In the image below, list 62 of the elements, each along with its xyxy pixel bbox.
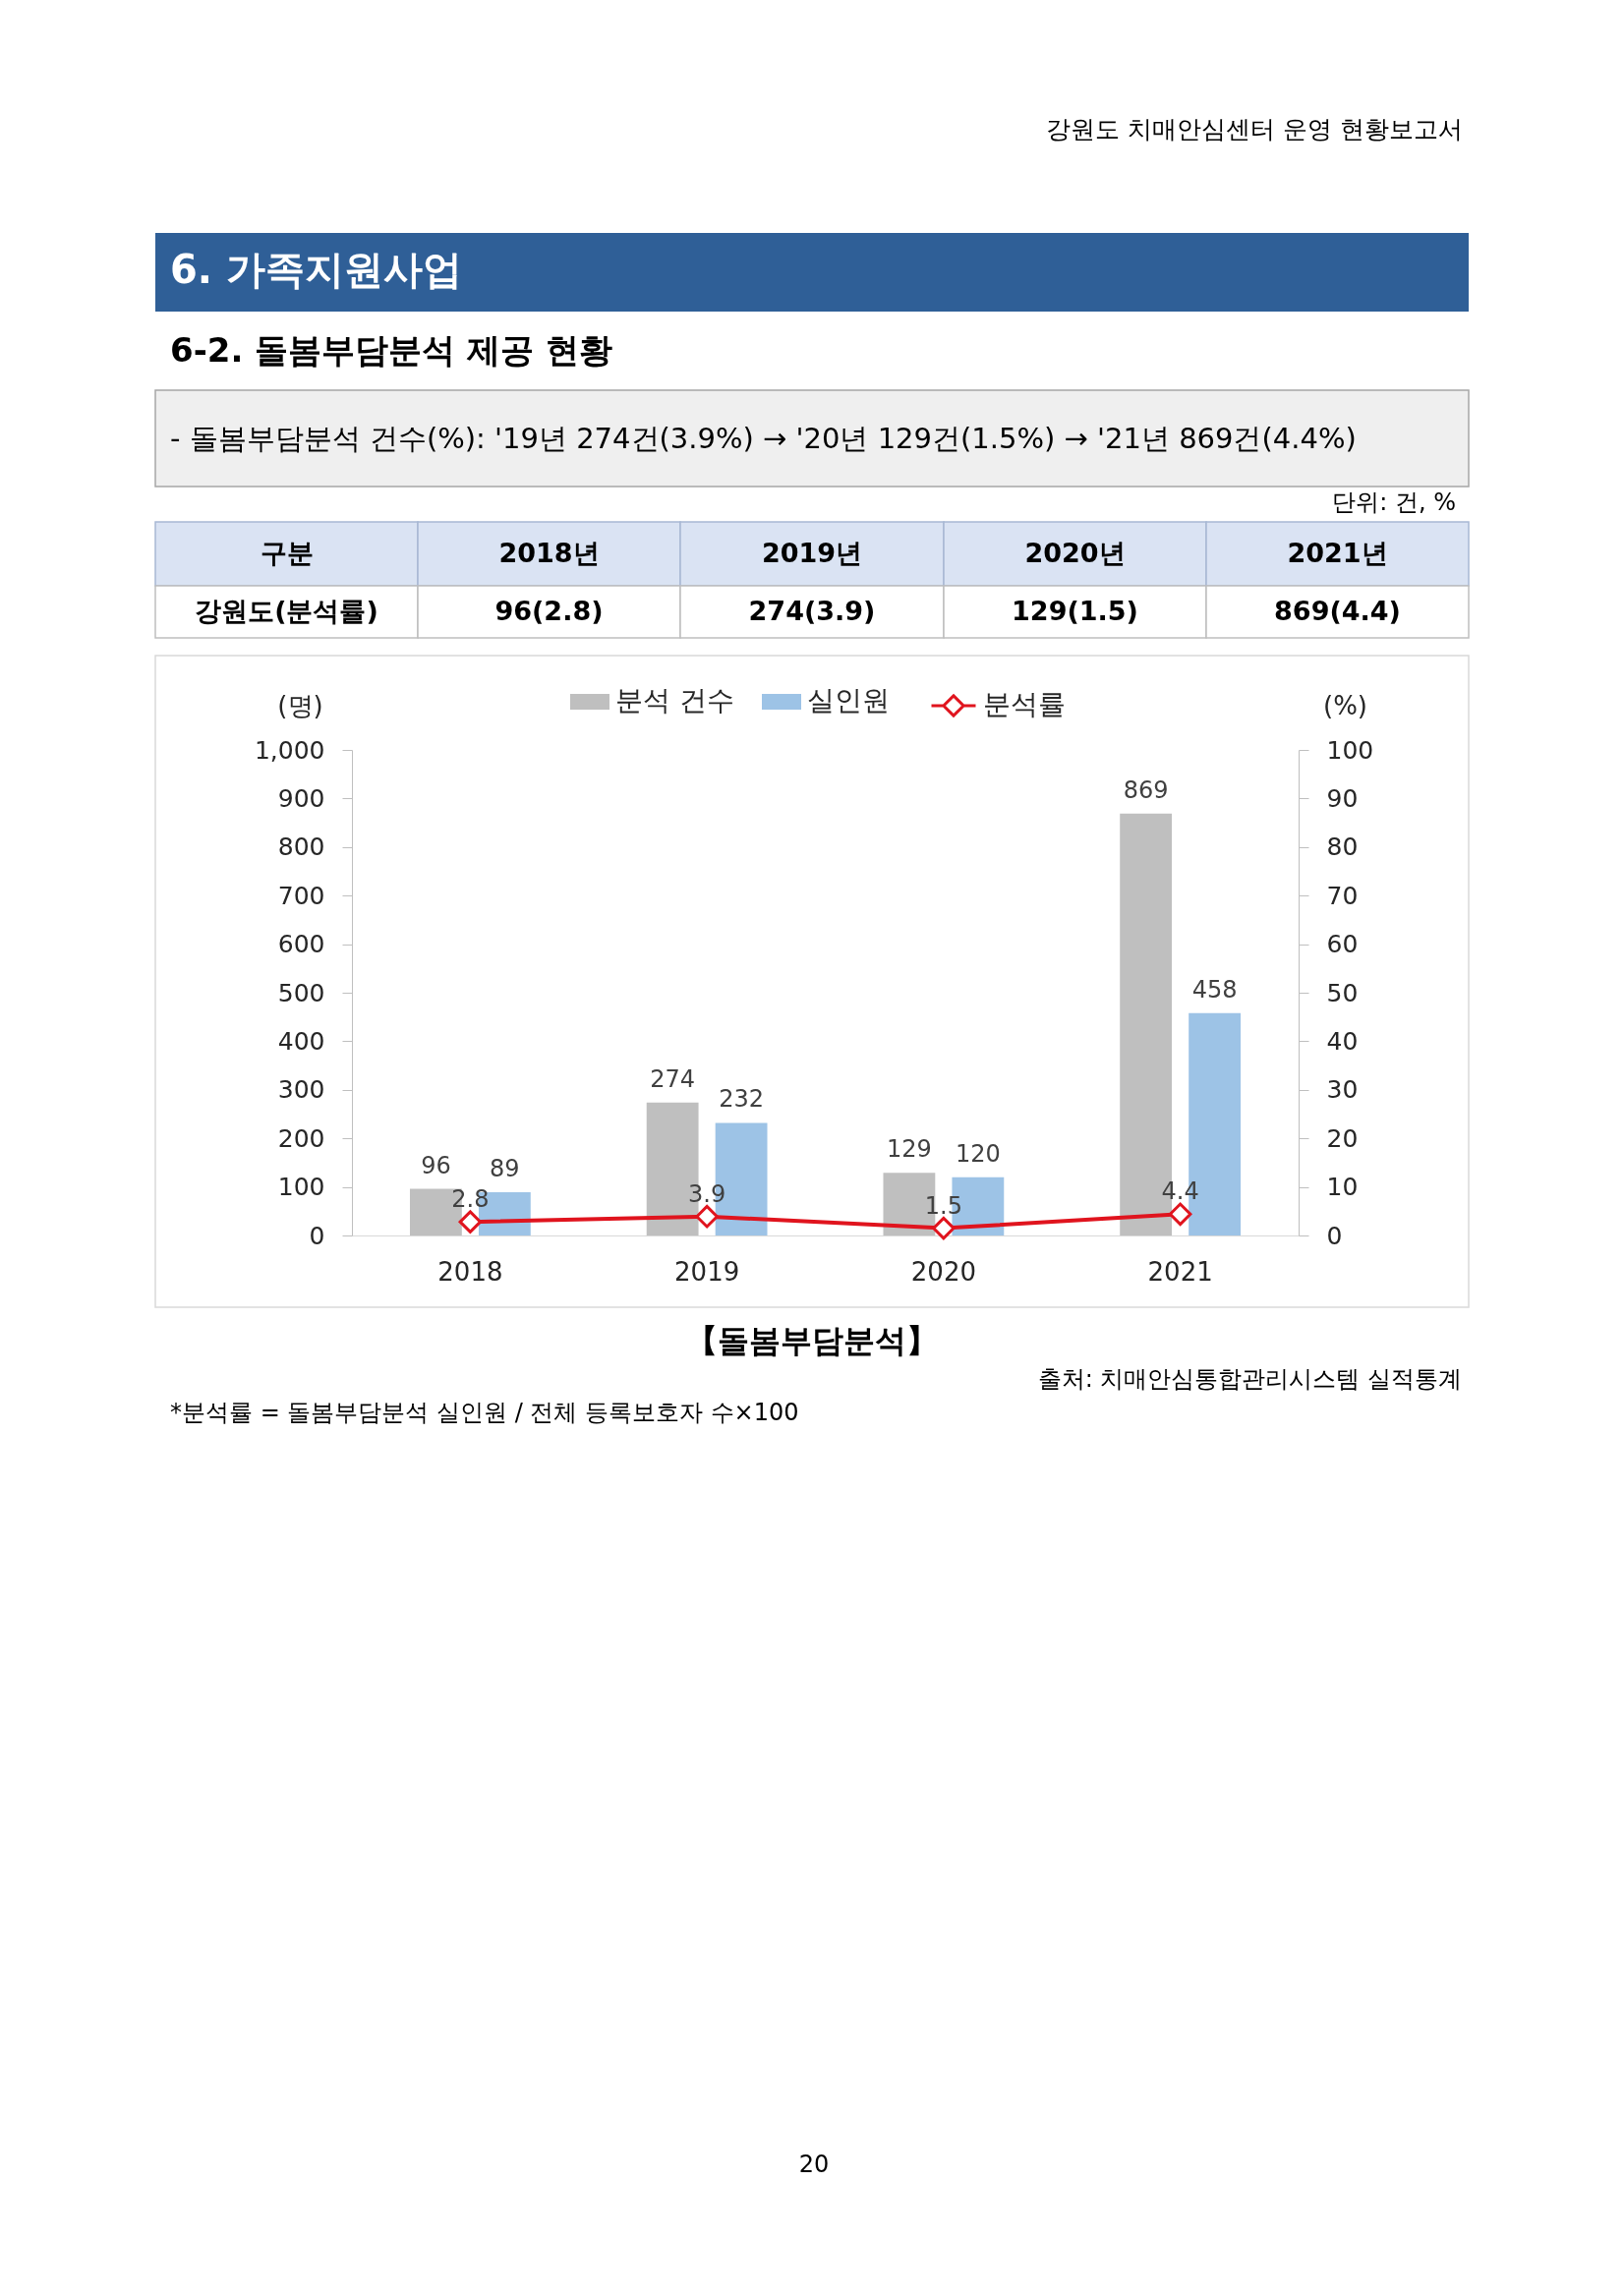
y2-tick-label: 10 — [1326, 1173, 1359, 1202]
y-tick-label: 200 — [277, 1123, 325, 1153]
data-label: 2.8 — [451, 1185, 490, 1214]
y-tick-label: 1,000 — [254, 735, 325, 765]
data-label: 232 — [719, 1085, 765, 1114]
source-note: 출처: 치매안심통합관리시스템 실적통계 — [1037, 1365, 1462, 1393]
data-label: 96 — [421, 1151, 451, 1179]
y-tick-label: 0 — [309, 1221, 325, 1250]
y-tick-label: 100 — [277, 1173, 325, 1202]
y2-tick-label: 100 — [1326, 735, 1374, 765]
text: 【돌봄부담분석】 — [686, 1322, 938, 1359]
text: 2019년 — [761, 537, 863, 568]
text: 129(1.5) — [1012, 595, 1138, 626]
text: 869(4.4) — [1274, 595, 1401, 626]
y-axis-title: (명) — [277, 690, 323, 720]
x-tick-label: 2021 — [1147, 1256, 1213, 1287]
data-label: 1.5 — [924, 1191, 962, 1220]
y2-tick-label: 90 — [1326, 783, 1359, 813]
text: 강원도 치매안심센터 운영 현황보고서 — [1046, 115, 1463, 144]
y2-tick-label: 80 — [1326, 832, 1359, 862]
legend-label: 실인원 — [807, 684, 890, 717]
legend-label: 분석 건수 — [615, 684, 734, 717]
y-tick-label: 900 — [277, 783, 325, 813]
legend-label: 분석률 — [983, 688, 1066, 720]
text: *분석률 = 돌봄부담분석 실인원 / 전체 등록보호자 수×100 — [170, 1399, 799, 1426]
x-tick-label: 2018 — [437, 1256, 503, 1287]
y2-tick-label: 60 — [1326, 930, 1359, 959]
text: - 돌봄부담분석 건수(%): '19년 274건(3.9%) → '20년 129건(1.5%) → '21년 869건(4.4%) — [170, 422, 1357, 455]
y2-axis-title: (%) — [1323, 690, 1367, 720]
y2-tick-label: 70 — [1326, 881, 1359, 910]
text: 2020년 — [1024, 537, 1126, 568]
data-label: 3.9 — [688, 1179, 726, 1208]
y2-tick-label: 40 — [1326, 1026, 1359, 1056]
data-label: 869 — [1123, 775, 1169, 804]
text: 단위: 건, % — [1332, 488, 1456, 516]
y2-tick-label: 50 — [1326, 978, 1359, 1007]
text: 강원도(분석률) — [195, 595, 378, 626]
text: 구분 — [260, 537, 314, 568]
x-tick-label: 2020 — [910, 1256, 976, 1287]
y-tick-label: 800 — [277, 832, 325, 862]
y-tick-label: 500 — [277, 978, 325, 1007]
text: 96(2.8) — [494, 595, 604, 626]
data-label: 89 — [490, 1155, 520, 1183]
text: 2018년 — [498, 537, 600, 568]
text: 6-2. 돌봄부담분석 제공 현황 — [170, 330, 612, 370]
data-label: 120 — [955, 1139, 1001, 1168]
data-label: 4.4 — [1161, 1177, 1199, 1206]
data-label: 458 — [1191, 975, 1238, 1004]
text: 274(3.9) — [748, 595, 876, 626]
data-label: 274 — [650, 1064, 696, 1093]
y2-tick-label: 20 — [1326, 1123, 1359, 1153]
x-tick-label: 2019 — [674, 1256, 740, 1287]
y-tick-label: 700 — [277, 881, 325, 910]
y2-tick-label: 30 — [1326, 1075, 1359, 1105]
text: 2021년 — [1287, 537, 1388, 568]
y2-tick-label: 0 — [1326, 1221, 1343, 1250]
data-label: 129 — [886, 1135, 932, 1164]
text: 6. 가족지원사업 — [170, 247, 462, 292]
text: 20 — [798, 2151, 830, 2178]
y-tick-label: 400 — [277, 1026, 325, 1056]
y-tick-label: 300 — [277, 1075, 325, 1105]
y-tick-label: 600 — [277, 930, 325, 959]
